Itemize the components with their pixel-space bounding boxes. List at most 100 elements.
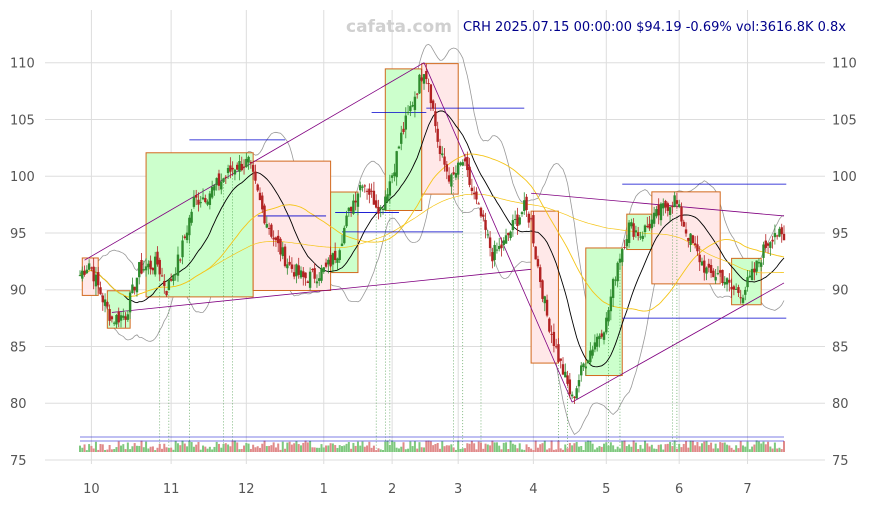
candle-body xyxy=(728,279,731,283)
candle xyxy=(753,262,756,281)
x-tick-label: 10 xyxy=(83,482,100,497)
candle xyxy=(570,391,574,400)
volume-bar xyxy=(587,440,590,452)
volume-bar xyxy=(621,441,624,452)
candle-body xyxy=(377,206,380,214)
volume-bar xyxy=(313,447,316,452)
candle xyxy=(582,362,585,371)
volume-bar xyxy=(616,446,619,452)
volume-bar xyxy=(700,443,703,452)
candle xyxy=(568,373,572,399)
candle xyxy=(352,194,355,215)
candle-body xyxy=(689,233,692,245)
candle-body xyxy=(224,176,228,178)
volume-bar xyxy=(454,449,457,452)
volume-bar xyxy=(559,448,562,452)
volume-bar xyxy=(206,448,209,452)
volume-bar xyxy=(347,442,350,452)
volume-bar xyxy=(427,440,430,452)
candle-body xyxy=(183,236,187,238)
volume-bar xyxy=(149,446,152,452)
candle xyxy=(495,242,499,254)
candle-body xyxy=(443,156,446,165)
candle xyxy=(764,234,767,253)
volume-bar xyxy=(666,443,669,452)
candle xyxy=(220,173,223,195)
candle-body xyxy=(431,100,435,109)
candle-body xyxy=(564,371,567,378)
candle-body xyxy=(677,204,681,207)
candle-body xyxy=(217,173,221,186)
volume-bar xyxy=(489,445,492,452)
candle-body xyxy=(213,185,216,191)
candle-body xyxy=(554,346,558,348)
candle-body xyxy=(112,322,116,324)
volume-bar xyxy=(698,446,701,452)
volume-bar xyxy=(297,444,300,452)
candle-body xyxy=(165,290,168,296)
candle xyxy=(381,207,385,215)
candle-body xyxy=(322,267,325,272)
volume-bar xyxy=(418,442,421,452)
candle xyxy=(434,103,437,133)
candle xyxy=(261,192,264,214)
candle-body xyxy=(331,253,335,265)
y-axis-left: 75 80 85 90 95 100 105 110 xyxy=(10,57,35,469)
candle xyxy=(550,325,553,344)
candle-body xyxy=(646,225,649,227)
candle xyxy=(737,284,740,298)
candle xyxy=(450,172,453,195)
candle xyxy=(504,228,508,244)
volume-bar xyxy=(755,440,758,452)
volume-bar xyxy=(293,443,296,452)
candle xyxy=(436,121,439,148)
volume-bar xyxy=(199,449,202,452)
volume-bar xyxy=(769,446,772,452)
volume-bar xyxy=(509,440,512,452)
volume-bar xyxy=(732,449,735,452)
volume-bar xyxy=(413,441,416,452)
candle xyxy=(204,194,207,204)
candle-body xyxy=(755,260,758,272)
candle-body xyxy=(333,250,337,261)
volume-bar xyxy=(452,447,455,452)
volume-bar xyxy=(466,443,469,452)
volume-bar xyxy=(356,441,359,452)
candle-body xyxy=(290,264,294,269)
candle xyxy=(210,180,214,200)
volume-bar xyxy=(304,440,307,452)
candle xyxy=(452,166,455,175)
volume-bar xyxy=(429,441,432,452)
candle xyxy=(543,295,546,312)
candle-body xyxy=(420,77,423,81)
candle-body xyxy=(236,164,239,170)
candle xyxy=(730,278,733,298)
candle xyxy=(621,247,624,266)
candle-body xyxy=(712,270,715,278)
candle-body xyxy=(782,233,786,241)
candle-body xyxy=(502,240,505,245)
volume-bar xyxy=(644,440,647,452)
candle-body xyxy=(119,315,123,321)
candle-body xyxy=(666,203,670,211)
candle xyxy=(185,225,189,244)
candle-body xyxy=(242,166,246,168)
candle xyxy=(99,281,102,295)
volume-bar xyxy=(436,443,439,452)
candle-body xyxy=(482,214,485,217)
candle-body xyxy=(110,316,114,320)
candle xyxy=(616,261,619,288)
candle xyxy=(732,284,736,296)
candle-body xyxy=(197,199,200,205)
candle-body xyxy=(411,104,414,107)
candle-body xyxy=(94,274,98,287)
volume-bar xyxy=(92,448,95,452)
candle xyxy=(677,199,681,209)
candle-body xyxy=(493,244,496,261)
candle-body xyxy=(461,162,464,166)
volume-bar xyxy=(145,441,148,452)
candle-body xyxy=(128,292,132,313)
candle-body xyxy=(188,217,191,236)
volume-bar xyxy=(689,440,692,452)
candle-body xyxy=(766,243,770,246)
